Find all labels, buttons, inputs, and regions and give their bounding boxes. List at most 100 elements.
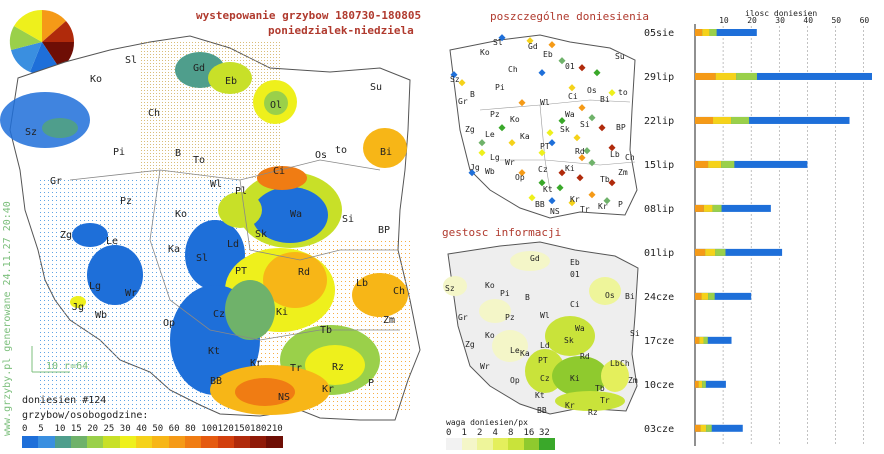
date-label: 10cze <box>644 380 674 391</box>
svg-text:Bi: Bi <box>380 147 392 158</box>
city-label: Wa <box>565 110 575 119</box>
city-label: Si <box>580 120 590 129</box>
legend-tick: 10 <box>54 424 66 434</box>
density-legend-ticks: 0 1 2 4 8 16 32 <box>446 428 556 438</box>
bar-segment <box>695 424 701 432</box>
generated-by-text: www.grzyby.pl generowane 24.11.27 20:40 <box>2 201 13 436</box>
city-label: Ka <box>520 349 530 358</box>
report-marker <box>556 184 564 192</box>
svg-text:Pl: Pl <box>235 186 247 197</box>
report-marker <box>583 147 591 155</box>
city-label: Wr <box>505 158 515 167</box>
city-label: Kr <box>565 401 575 410</box>
report-marker <box>468 169 476 177</box>
legend-swatch <box>461 438 477 450</box>
report-marker <box>558 57 566 65</box>
city-label: Gd <box>530 254 540 263</box>
city-label: Ch <box>625 153 635 162</box>
x-tick-label: 50 <box>831 16 841 25</box>
city-label: BB <box>535 200 545 209</box>
city-label: Kt <box>543 185 553 194</box>
x-tick-label: 20 <box>747 16 757 25</box>
svg-text:Ld: Ld <box>227 239 239 250</box>
city-label: Wb <box>485 167 495 176</box>
city-label: Zg <box>465 125 475 134</box>
reports-map <box>449 34 638 219</box>
reports-count: doniesien #124 <box>22 395 107 406</box>
date-label: 15lip <box>644 160 674 171</box>
date-label: 01lip <box>644 248 674 259</box>
city-label: Lg <box>490 153 500 162</box>
city-label: to <box>618 88 628 97</box>
scale-text: 10 r=64 <box>46 361 89 372</box>
svg-text:Su: Su <box>370 82 382 93</box>
bar-segment <box>695 160 709 168</box>
city-label: Bi <box>600 95 610 104</box>
svg-text:Jg: Jg <box>72 302 84 313</box>
svg-text:Ch: Ch <box>148 108 160 119</box>
legend-swatch <box>70 436 88 448</box>
report-marker <box>478 139 486 147</box>
legend-swatch <box>266 436 283 448</box>
bar-segment <box>715 72 737 80</box>
svg-text:Tr: Tr <box>290 363 302 374</box>
report-marker <box>450 71 458 79</box>
bar-segment <box>708 160 722 168</box>
report-marker <box>518 169 526 177</box>
bar-segment <box>715 248 726 256</box>
report-marker <box>546 129 554 137</box>
svg-text:Eb: Eb <box>225 76 237 87</box>
report-marker <box>588 191 596 199</box>
svg-text:Wr: Wr <box>125 288 137 299</box>
report-marker <box>608 89 616 97</box>
svg-text:Zm: Zm <box>383 315 395 326</box>
report-marker <box>498 34 506 42</box>
city-label: Sk <box>564 336 574 345</box>
city-label: Tr <box>580 205 590 214</box>
date-label: 22lip <box>644 116 674 127</box>
legend-tick: 80 <box>184 424 196 434</box>
svg-text:Ka: Ka <box>168 244 180 255</box>
bar-segment <box>705 248 716 256</box>
report-marker <box>558 117 566 125</box>
city-label: Lb <box>610 359 620 368</box>
svg-text:Wl: Wl <box>210 179 222 190</box>
city-label: Ka <box>520 132 530 141</box>
report-marker <box>458 79 466 87</box>
bar <box>695 336 732 344</box>
report-marker <box>576 174 584 182</box>
svg-text:Kt: Kt <box>208 346 220 357</box>
city-label: Kr <box>598 202 608 211</box>
city-label: Sz <box>450 75 460 84</box>
svg-text:Rz: Rz <box>332 362 344 373</box>
bar-segment <box>708 292 715 300</box>
city-label: Cz <box>540 374 550 383</box>
legend-swatch <box>477 438 493 450</box>
main-legend: 0 5 10 15 20 25 30 40 50 60 80 100 120 150 180 210 <box>22 424 284 450</box>
legend-swatch <box>168 436 185 448</box>
reports-panel-title: poszczególne doniesienia <box>490 10 649 23</box>
city-label: Rd <box>575 147 585 156</box>
svg-text:BP: BP <box>378 225 390 236</box>
bar-chart: 10 20 30 40 50 60 05sie 29lip 22lip 15lip 08lip 01l… <box>644 16 872 446</box>
bar <box>695 116 850 124</box>
legend-swatch <box>136 436 153 448</box>
svg-text:To: To <box>193 155 205 166</box>
svg-text:Op: Op <box>163 318 175 329</box>
report-marker <box>568 84 576 92</box>
map-title: wystepowanie grzybow 180730-180805 <box>196 9 422 22</box>
city-label: Rz <box>588 408 598 417</box>
density-panel-title: gestosc informacji <box>442 226 562 239</box>
city-label: Tb <box>595 384 605 393</box>
bar <box>695 204 771 212</box>
legend-swatch <box>446 438 462 450</box>
date-label: 08lip <box>644 204 674 215</box>
svg-text:Pi: Pi <box>113 147 125 158</box>
report-marker <box>573 134 581 142</box>
bar-segment <box>703 336 708 344</box>
svg-text:Os: Os <box>315 150 327 161</box>
city-label: Ch <box>508 65 518 74</box>
bar <box>695 248 783 256</box>
legend-swatch <box>508 438 524 450</box>
density-map-labels: Gd Eb 01 Sz Ko Bi Pi B Os Ci Gr Pz Wl Ko Wa Zg Le Ka Sk Si L… <box>440 236 640 417</box>
